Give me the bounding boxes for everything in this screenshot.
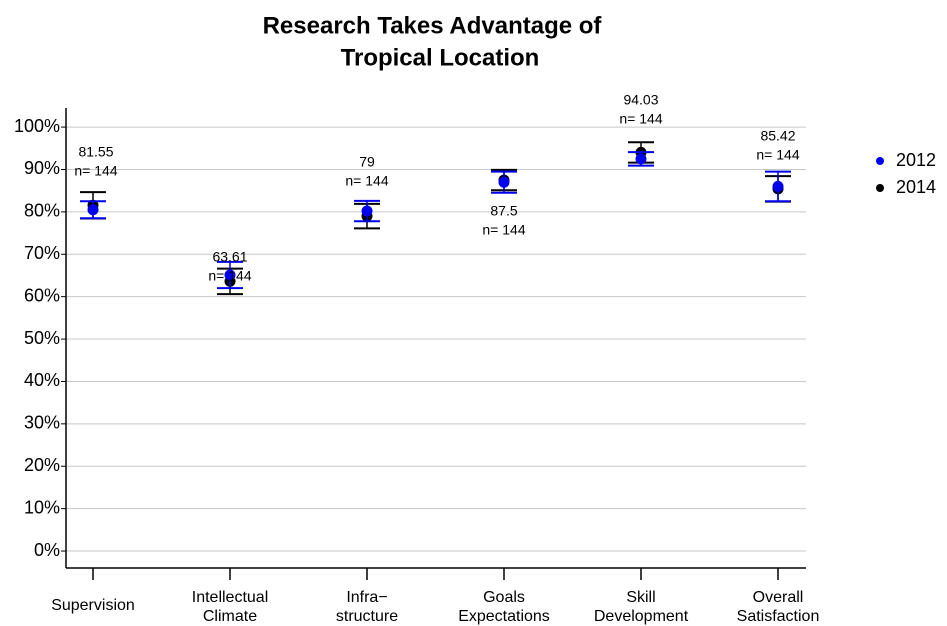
data-label: n= 144 (482, 222, 525, 238)
x-tick-label: Skill (626, 589, 655, 606)
y-tick-label: 100% (14, 116, 60, 136)
x-tick-label: Satisfaction (737, 608, 820, 625)
chart-title: Tropical Location (341, 44, 540, 71)
point (87, 204, 99, 216)
data-label: 85.42 (760, 128, 795, 144)
point (361, 205, 373, 217)
x-tick-label: Expectations (458, 608, 550, 625)
point (772, 180, 784, 192)
x-tick-label: Supervision (51, 597, 135, 614)
data-label: n= 144 (756, 147, 799, 163)
x-tick-label: Overall (753, 589, 804, 606)
y-tick-label: 70% (24, 243, 60, 263)
point (635, 153, 647, 165)
data-label: n= 144 (74, 163, 117, 179)
data-label: n= 144 (345, 173, 388, 189)
y-tick-label: 60% (24, 285, 60, 305)
y-tick-label: 30% (24, 413, 60, 433)
x-tick-label: Goals (483, 589, 525, 606)
x-tick-label: structure (336, 608, 398, 625)
y-tick-label: 0% (34, 540, 60, 560)
legend-label: 2014 (896, 177, 936, 197)
x-tick-label: Intellectual (192, 589, 269, 606)
data-label: n= 144 (619, 111, 662, 127)
legend-marker (876, 157, 884, 165)
point (224, 269, 236, 281)
data-label: 79 (359, 154, 375, 170)
data-label: 81.55 (78, 144, 113, 160)
data-label: 63.61 (212, 249, 247, 265)
y-tick-label: 40% (24, 370, 60, 390)
chart-title: Research Takes Advantage of (263, 12, 603, 39)
data-label: 94.03 (623, 92, 658, 108)
x-tick-label: Infra− (346, 589, 387, 606)
legend-marker (876, 184, 884, 192)
y-tick-label: 50% (24, 328, 60, 348)
x-tick-label: Climate (203, 608, 257, 625)
y-tick-label: 80% (24, 201, 60, 221)
y-tick-label: 10% (24, 497, 60, 517)
y-tick-label: 20% (24, 455, 60, 475)
data-label: 87.5 (490, 203, 517, 219)
point (498, 176, 510, 188)
x-tick-label: Development (594, 608, 689, 625)
legend-label: 2012 (896, 150, 936, 170)
data-label: n= 144 (208, 268, 251, 284)
y-tick-label: 90% (24, 158, 60, 178)
